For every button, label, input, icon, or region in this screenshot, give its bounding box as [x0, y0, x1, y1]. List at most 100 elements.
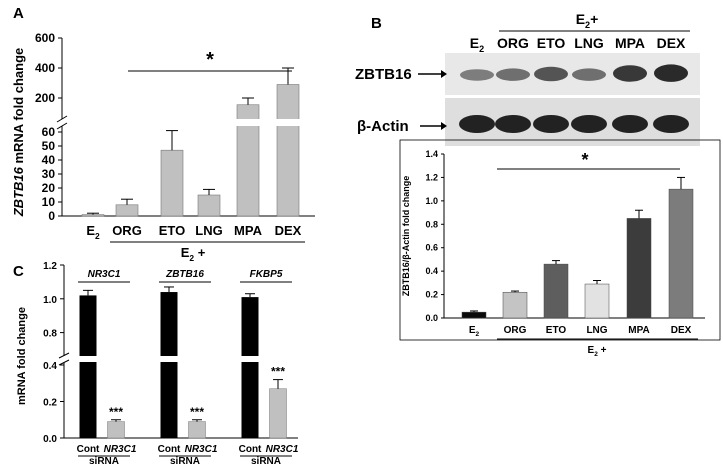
panel-label-b: B: [371, 15, 382, 32]
blot-lane-label: DEX: [657, 35, 686, 51]
blot-lane-label: MPA: [615, 35, 645, 51]
x-label-knockdown: NR3C1: [185, 444, 218, 455]
band-zbtb16: [572, 68, 606, 81]
y-tick-label: 0.0: [425, 313, 438, 323]
band-actin: [533, 115, 569, 133]
axis-break-mark: [58, 352, 70, 359]
x-label-control: Cont: [77, 444, 100, 455]
bar-dex: [668, 188, 694, 319]
band-zbtb16: [496, 68, 530, 81]
y-axis-label: ZBTB16/β-Actin fold change: [401, 176, 411, 297]
bar-e2: [461, 311, 487, 319]
gene-header: FKBP5: [250, 269, 283, 280]
blot-row-label: β-Actin: [357, 118, 409, 135]
bar-control: [160, 292, 178, 438]
x-label-knockdown: NR3C1: [266, 444, 299, 455]
x-tick-label: MPA: [234, 223, 263, 238]
x-label-sirna: siRNA: [170, 456, 200, 467]
blot-lane-label: E2: [470, 35, 484, 54]
group-label: E2 +: [588, 345, 607, 358]
y-tick-label: 0.4: [425, 266, 438, 276]
x-tick-label: DEX: [275, 223, 302, 238]
bar-org: [115, 204, 139, 217]
y-axis-label: mRNA fold change: [16, 307, 28, 405]
significance-stars: ***: [271, 365, 285, 379]
bar-eto: [543, 263, 569, 319]
y-tick-label: 40: [42, 153, 56, 167]
panel-label-a: A: [13, 5, 24, 22]
x-label-control: Cont: [239, 444, 262, 455]
bar-mpa: [626, 218, 652, 319]
bar-control: [241, 297, 259, 438]
band-actin: [612, 115, 648, 133]
arrow-icon: [441, 70, 447, 78]
y-tick-label: 0.6: [425, 243, 438, 253]
y-axis-label-rest: mRNA fold change: [11, 48, 26, 167]
y-tick-label: 0.2: [43, 398, 57, 409]
y-tick-label: 1.2: [43, 261, 57, 272]
y-tick-label: 0.0: [43, 434, 57, 445]
x-tick-label: ORG: [112, 223, 142, 238]
x-tick-label: ORG: [504, 325, 527, 336]
gene-header: ZBTB16: [165, 269, 204, 280]
y-tick-label: 1.4: [425, 149, 438, 159]
blot-lane-label: ORG: [497, 35, 529, 51]
x-tick-label: ETO: [546, 325, 567, 336]
band-zbtb16: [460, 69, 494, 81]
blot-row-label: ZBTB16: [355, 66, 412, 83]
bar-break-gap: [78, 356, 98, 362]
x-label-sirna: siRNA: [89, 456, 119, 467]
y-tick-label: 50: [42, 139, 56, 153]
y-tick-label: 20: [42, 181, 56, 195]
y-tick-label: 1.0: [425, 196, 438, 206]
y-tick-label: 400: [35, 61, 55, 75]
blot-lane-label: LNG: [574, 35, 604, 51]
y-tick-label: 0.8: [425, 219, 438, 229]
axis-break-mark: [56, 115, 68, 123]
bar-break-gap: [236, 119, 260, 126]
bar-knockdown: [188, 421, 206, 439]
bar-knockdown: [269, 388, 287, 439]
band-zbtb16: [534, 66, 568, 82]
band-zbtb16: [613, 65, 647, 82]
x-tick-label: LNG: [195, 223, 222, 238]
x-tick-label: LNG: [586, 325, 607, 336]
blot-lane-label: ETO: [537, 35, 566, 51]
band-actin: [495, 115, 531, 133]
y-tick-label: 0: [48, 209, 55, 223]
bar-break-gap: [159, 356, 179, 362]
y-tick-label: 1.2: [425, 172, 438, 182]
band-zbtb16: [654, 64, 688, 82]
axis-break-mark: [58, 359, 70, 366]
bar-control: [79, 295, 97, 438]
axis-break-mark: [56, 122, 68, 130]
bar-lng: [584, 283, 610, 319]
x-label-control: Cont: [158, 444, 181, 455]
blot-header: E2+: [576, 11, 599, 30]
bar-knockdown: [107, 421, 125, 439]
y-axis-label-gene: ZBTB16: [11, 166, 26, 217]
x-tick-label: E2: [469, 325, 480, 338]
group-label: E2 +: [181, 245, 206, 263]
gene-header: NR3C1: [88, 269, 121, 280]
significance-star: *: [581, 150, 588, 170]
x-tick-label: E2: [86, 223, 100, 241]
band-actin: [653, 115, 689, 133]
band-actin: [459, 115, 495, 133]
x-label-sirna: siRNA: [251, 456, 281, 467]
x-label-knockdown: NR3C1: [104, 444, 137, 455]
bar-dex: [276, 84, 300, 217]
x-tick-label: DEX: [671, 325, 692, 336]
y-axis-label: ZBTB16 mRNA fold change: [11, 48, 26, 218]
chart-frame: [399, 139, 721, 341]
y-tick-label: 200: [35, 91, 55, 105]
significance-stars: ***: [190, 405, 204, 419]
x-tick-label: ETO: [159, 223, 186, 238]
y-tick-label: 0.2: [425, 290, 438, 300]
bar-break-gap: [276, 119, 300, 126]
panel-label-c: C: [13, 263, 24, 280]
y-tick-label: 0.8: [43, 329, 57, 340]
y-tick-label: 600: [35, 31, 55, 45]
bar-eto: [160, 149, 184, 217]
